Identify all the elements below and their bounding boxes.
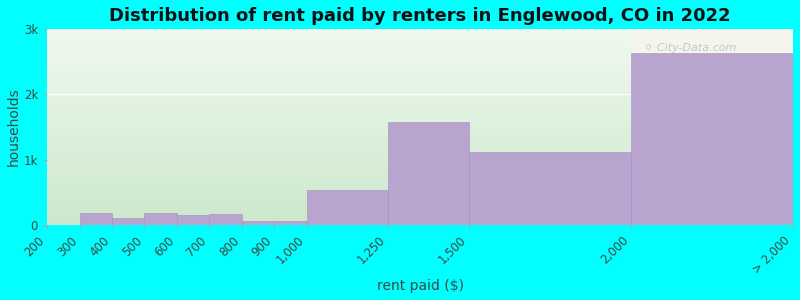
Y-axis label: households: households — [7, 88, 21, 166]
Bar — [469, 152, 631, 225]
Title: Distribution of rent paid by renters in Englewood, CO in 2022: Distribution of rent paid by renters in … — [110, 7, 731, 25]
Bar — [112, 218, 145, 225]
Bar — [631, 53, 793, 225]
Text: ⚪ City-Data.com: ⚪ City-Data.com — [644, 43, 736, 53]
Bar — [177, 215, 210, 225]
Bar — [242, 221, 274, 225]
Bar — [145, 213, 177, 225]
Bar — [631, 29, 793, 225]
Bar — [306, 190, 388, 225]
Bar — [79, 213, 112, 225]
Bar — [274, 221, 306, 225]
Bar — [210, 214, 242, 225]
Bar — [388, 122, 469, 225]
X-axis label: rent paid ($): rent paid ($) — [377, 279, 463, 293]
